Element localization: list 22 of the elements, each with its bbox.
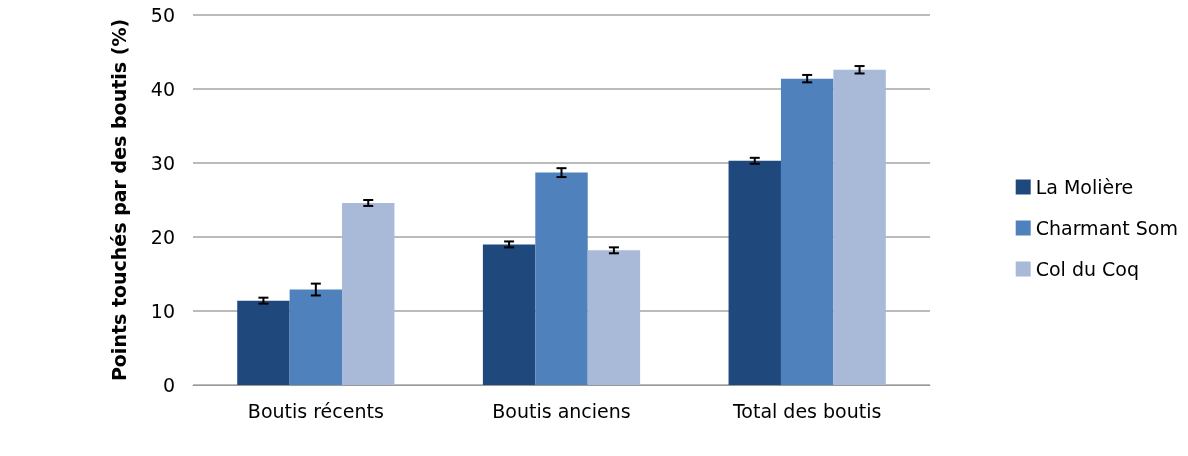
x-tick-label: Boutis anciens xyxy=(492,399,631,422)
y-tick-label: 30 xyxy=(150,152,175,174)
bar xyxy=(780,78,834,385)
y-tick-label: 40 xyxy=(150,78,175,100)
bar xyxy=(482,244,536,385)
bar xyxy=(728,160,781,385)
y-tick-label: 20 xyxy=(150,226,175,248)
legend-label: Col du Coq xyxy=(1035,258,1140,280)
y-axis-title: Points touchés par des boutis (%) xyxy=(108,18,130,382)
y-tick-label: 10 xyxy=(150,300,175,322)
bar xyxy=(587,250,641,385)
bar xyxy=(535,172,588,385)
bar xyxy=(833,69,886,385)
y-tick-label: 0 xyxy=(162,374,175,396)
x-tick-label: Total des boutis xyxy=(731,399,882,422)
x-tick-label: Boutis récents xyxy=(247,399,384,422)
bar xyxy=(342,202,395,385)
bar xyxy=(289,289,343,385)
legend-label: Charmant Som xyxy=(1035,217,1179,239)
bar xyxy=(237,300,290,385)
legend-label: La Molière xyxy=(1035,176,1134,198)
y-tick-label: 50 xyxy=(150,4,175,26)
